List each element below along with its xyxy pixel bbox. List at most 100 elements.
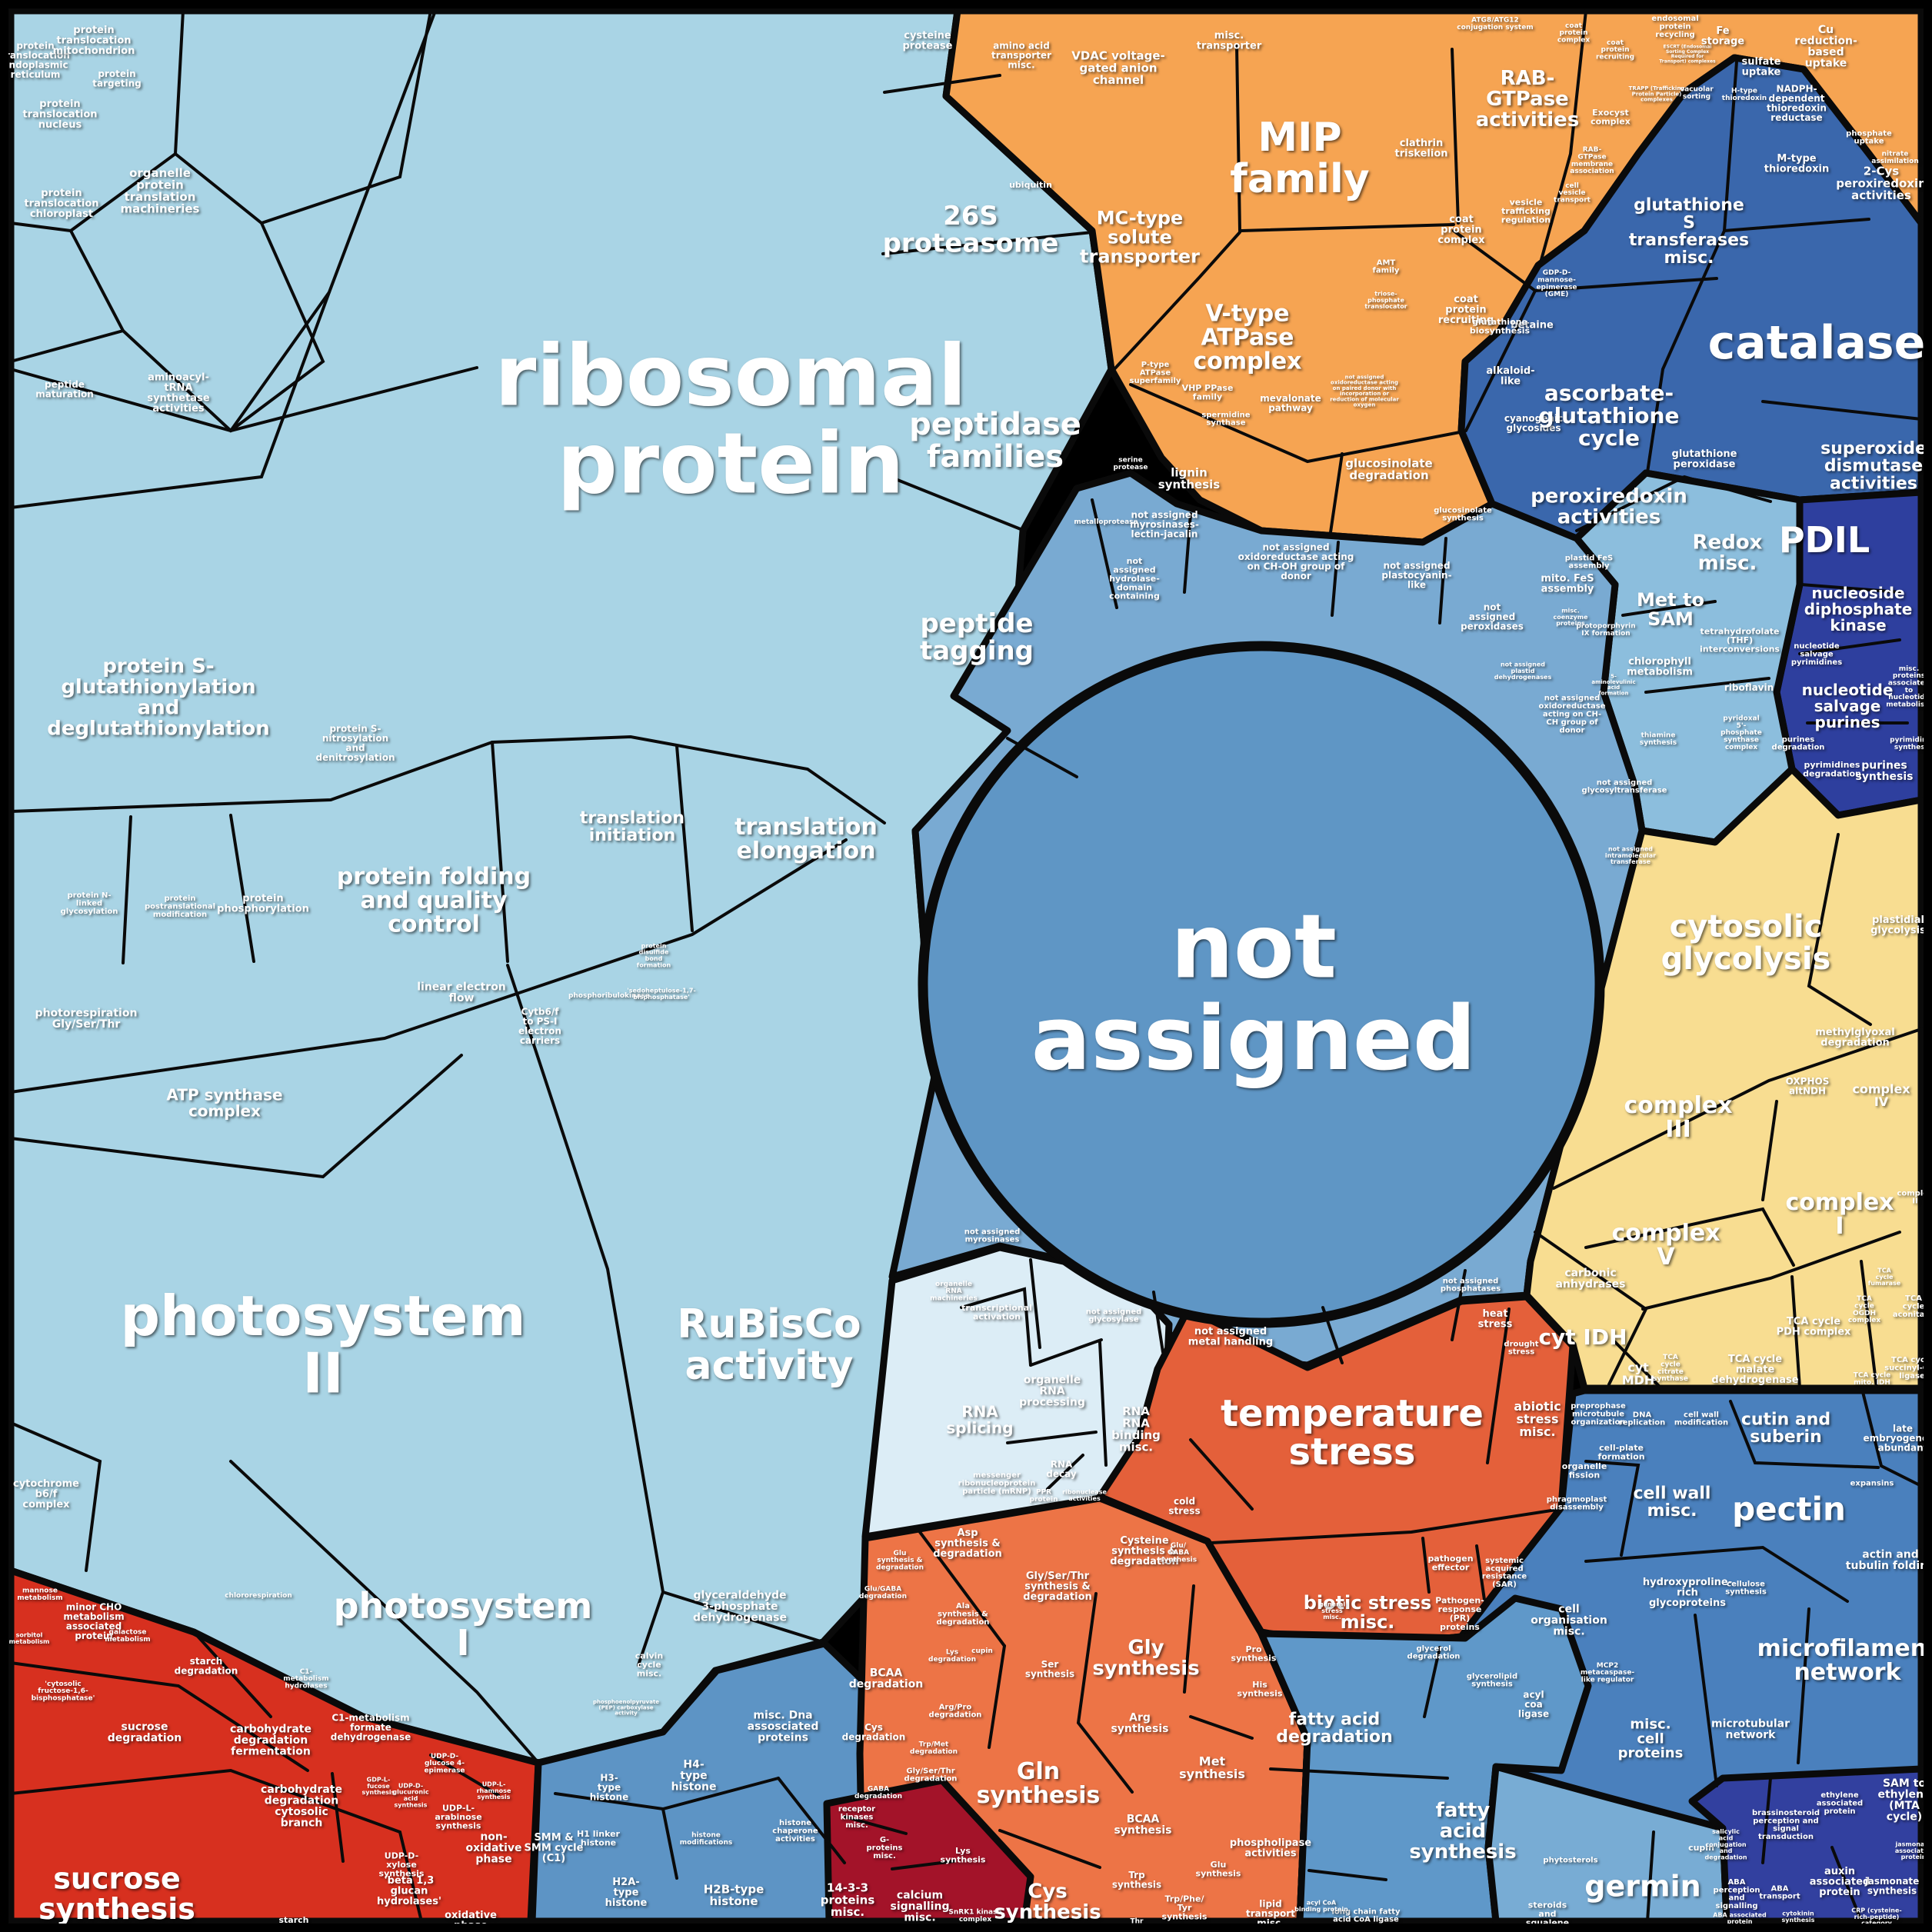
cell-divider-86 — [1861, 1391, 1923, 1487]
cell-divider-43 — [1761, 1100, 1778, 1201]
cell-divider-7 — [9, 741, 494, 813]
cell-divider-78 — [429, 1754, 500, 1797]
cell-divider-92 — [1307, 1869, 1387, 1881]
cell-divider-5 — [229, 291, 331, 432]
cell-divider-30 — [1684, 58, 1732, 95]
cell-divider-54 — [1006, 737, 1078, 778]
cell-divider-25 — [1111, 231, 1241, 372]
cell-divider-1 — [9, 9, 185, 233]
cell-divider-49 — [1860, 1260, 1878, 1390]
cell-divider-36 — [1800, 583, 1901, 594]
cell-divider-3 — [174, 9, 432, 225]
cell-divider-6 — [9, 366, 478, 433]
cell-divider-55 — [1029, 1258, 1041, 1349]
cell-divider-46 — [1534, 1231, 1648, 1386]
cell-divider-67 — [1421, 1537, 1431, 1594]
cell-divider-26 — [1129, 383, 1461, 464]
cell-divider-89 — [1797, 1607, 1810, 1764]
cell-divider-73 — [998, 1829, 1101, 1869]
cell-divider-65 — [1451, 1269, 1467, 1341]
cell-divider-22 — [1235, 45, 1241, 232]
cell-divider-66 — [1486, 1307, 1511, 1464]
cell-divider-29 — [1538, 9, 1587, 267]
region-not-assigned-circle — [918, 641, 1605, 1328]
cell-divider-0 — [9, 9, 437, 509]
cell-divider-59 — [1029, 1338, 1103, 1367]
cell-divider-18 — [9, 1421, 102, 1572]
cell-divider-62 — [1098, 1341, 1108, 1467]
cell-divider-21 — [892, 477, 1026, 532]
cell-divider-10 — [675, 744, 694, 932]
cell-divider-20 — [881, 231, 1094, 255]
cell-divider-87 — [1584, 1545, 1849, 1603]
cell-divider-68 — [1475, 1544, 1486, 1601]
cell-divider-61 — [1046, 1454, 1084, 1491]
cell-divider-91 — [1423, 1646, 1441, 1718]
cell-divider-56 — [1152, 1291, 1164, 1354]
cell-divider-41 — [1552, 1028, 1923, 1190]
region-hormone-navy — [1688, 1765, 1925, 1925]
cell-divider-40 — [1644, 677, 1770, 694]
cell-divider-24 — [1240, 223, 1455, 232]
cell-divider-77 — [398, 1830, 423, 1923]
cell-divider-15 — [229, 1460, 540, 1764]
cell-divider-13 — [229, 814, 255, 963]
cell-divider-79 — [192, 1631, 272, 1718]
cell-divider-45 — [1641, 1231, 1901, 1311]
cell-divider-50 — [1091, 498, 1118, 609]
cell-divider-14 — [506, 964, 665, 1667]
cell-divider-16 — [661, 1591, 824, 1644]
cell-divider-63 — [1189, 1438, 1254, 1511]
cell-divider-70 — [988, 1644, 1006, 1749]
cell-divider-76 — [9, 1768, 401, 1834]
cell-divider-23 — [1451, 48, 1460, 225]
cell-divider-74 — [1189, 1715, 1254, 1740]
cell-divider-82 — [661, 1807, 678, 1880]
cell-divider-93 — [1646, 1830, 1655, 1923]
cell-divider-33 — [1723, 218, 1870, 232]
cell-divider-44 — [1584, 1207, 1795, 1267]
cell-divider-12 — [122, 815, 132, 964]
cell-divider-53 — [1438, 537, 1447, 625]
cell-divider-97 — [891, 1860, 955, 1870]
cell-divider-69 — [918, 1531, 1006, 1647]
cell-divider-28 — [1464, 289, 1537, 432]
cell-divider-37 — [1798, 638, 1901, 655]
cell-divider-47 — [1614, 1341, 1663, 1390]
cell-divider-80 — [331, 1772, 345, 1863]
cell-divider-94 — [1761, 1777, 1772, 1864]
cell-divider-17 — [9, 1054, 463, 1179]
cell-divider-42 — [1807, 833, 1872, 1026]
cell-divider-8 — [491, 734, 886, 824]
region-histone-dna — [528, 1640, 888, 1925]
cell-divider-60 — [1006, 1431, 1098, 1444]
cell-divider-39 — [1621, 600, 1717, 617]
cell-divider-35 — [1575, 475, 1772, 532]
cell-divider-96 — [843, 1815, 908, 1835]
cell-divider-11 — [9, 838, 848, 1094]
cell-divider-95 — [1830, 1846, 1863, 1923]
cell-divider-4 — [122, 222, 325, 433]
cell-divider-75 — [9, 1661, 309, 1772]
cell-divider-72 — [1183, 1584, 1195, 1694]
region-dark-red-signalling — [823, 1777, 1034, 1925]
cell-divider-58 — [960, 1287, 1032, 1367]
cell-divider-9 — [491, 741, 509, 963]
cell-divider-84 — [1584, 1460, 1641, 1557]
cell-divider-64 — [1210, 1507, 1563, 1544]
cell-divider-90 — [1269, 1767, 1449, 1780]
cell-divider-83 — [777, 1777, 846, 1864]
cell-divider-71 — [1076, 1592, 1134, 1794]
cell-divider-88 — [1694, 1614, 1718, 1787]
cell-divider-51 — [1183, 512, 1192, 594]
region-fatty-lipid — [1257, 1594, 1592, 1925]
cell-divider-34 — [1761, 400, 1923, 421]
cell-divider-52 — [1331, 541, 1340, 617]
cell-divider-48 — [1790, 1275, 1801, 1390]
cell-divider-85 — [1729, 1400, 1880, 1469]
cell-divider-57 — [1321, 1306, 1344, 1364]
cell-divider-32 — [1646, 60, 1738, 474]
cell-divider-31 — [1329, 452, 1344, 534]
